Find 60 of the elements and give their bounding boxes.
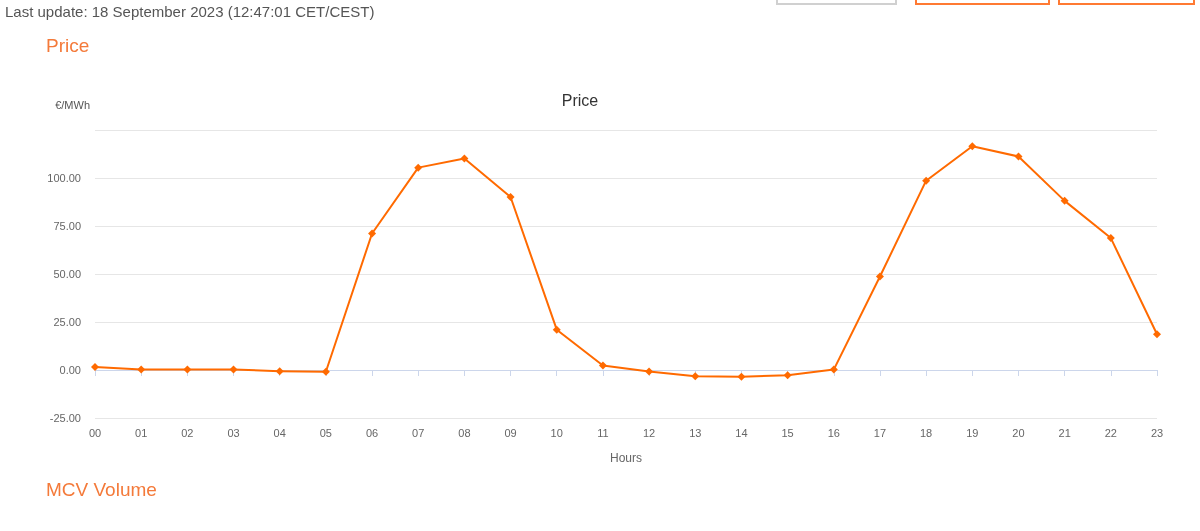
x-tick-label: 03 — [227, 426, 240, 439]
y-tick-label: 75.00 — [53, 220, 81, 232]
x-tick-label: 23 — [1150, 426, 1164, 439]
y-tick-label: 100.00 — [47, 172, 81, 184]
point — [645, 367, 654, 376]
x-tick-label: 04 — [273, 426, 286, 439]
x-tick-label: 01 — [135, 426, 148, 439]
point — [1060, 196, 1069, 205]
x-tick-label: 11 — [597, 426, 609, 439]
point — [229, 365, 238, 374]
point — [460, 154, 469, 163]
point — [737, 372, 746, 381]
text: MCV Volume — [46, 479, 157, 501]
y-axis-title: €/MWh — [55, 98, 90, 111]
x-tick-label: 08 — [458, 426, 471, 439]
point — [91, 363, 99, 372]
point — [552, 325, 561, 334]
x-tick-label: 15 — [781, 426, 794, 439]
x-tick-label: 16 — [827, 426, 840, 439]
point — [1014, 152, 1023, 161]
x-tick-label: 21 — [1058, 426, 1071, 439]
x-tick-label: 17 — [873, 426, 887, 439]
point — [275, 367, 284, 376]
point — [783, 371, 792, 380]
text: Price — [46, 35, 90, 57]
x-tick-label: 07 — [412, 426, 425, 439]
y-tick-label: 25.00 — [53, 316, 81, 328]
point — [321, 367, 330, 376]
point — [506, 193, 515, 202]
x-tick-label: 19 — [966, 426, 979, 439]
x-tick-label: 09 — [504, 426, 517, 439]
point — [368, 229, 377, 238]
point — [598, 361, 607, 370]
x-tick-label: 12 — [642, 426, 656, 439]
point — [137, 365, 146, 374]
x-tick-label: 22 — [1104, 426, 1117, 439]
y-tick-label: 50.00 — [53, 268, 81, 280]
y-tick-label: 0.00 — [59, 364, 81, 376]
point — [1106, 234, 1115, 243]
point — [922, 176, 931, 185]
x-tick-label: 06 — [365, 426, 379, 439]
y-tick-label: -25.00 — [49, 412, 81, 424]
x-tick-label: 13 — [689, 426, 702, 439]
x-tick-label: 02 — [181, 426, 194, 439]
point — [1153, 330, 1161, 339]
point — [691, 372, 700, 381]
point — [875, 272, 884, 281]
x-tick-label: 05 — [319, 426, 332, 439]
point — [414, 163, 423, 172]
text: Last update: 18 September 2023 (12:47:01 CET/CEST) — [5, 3, 375, 20]
chart-title: Price — [561, 91, 599, 109]
x-tick-label: 18 — [920, 426, 933, 439]
x-axis-title: Hours — [609, 451, 643, 465]
x-tick-label: 20 — [1012, 426, 1025, 439]
x-tick-label: 14 — [735, 426, 748, 439]
point — [968, 142, 977, 151]
x-tick-label: 10 — [550, 426, 563, 439]
point — [183, 365, 192, 374]
x-tick-label: 00 — [88, 426, 102, 439]
point — [829, 365, 838, 374]
